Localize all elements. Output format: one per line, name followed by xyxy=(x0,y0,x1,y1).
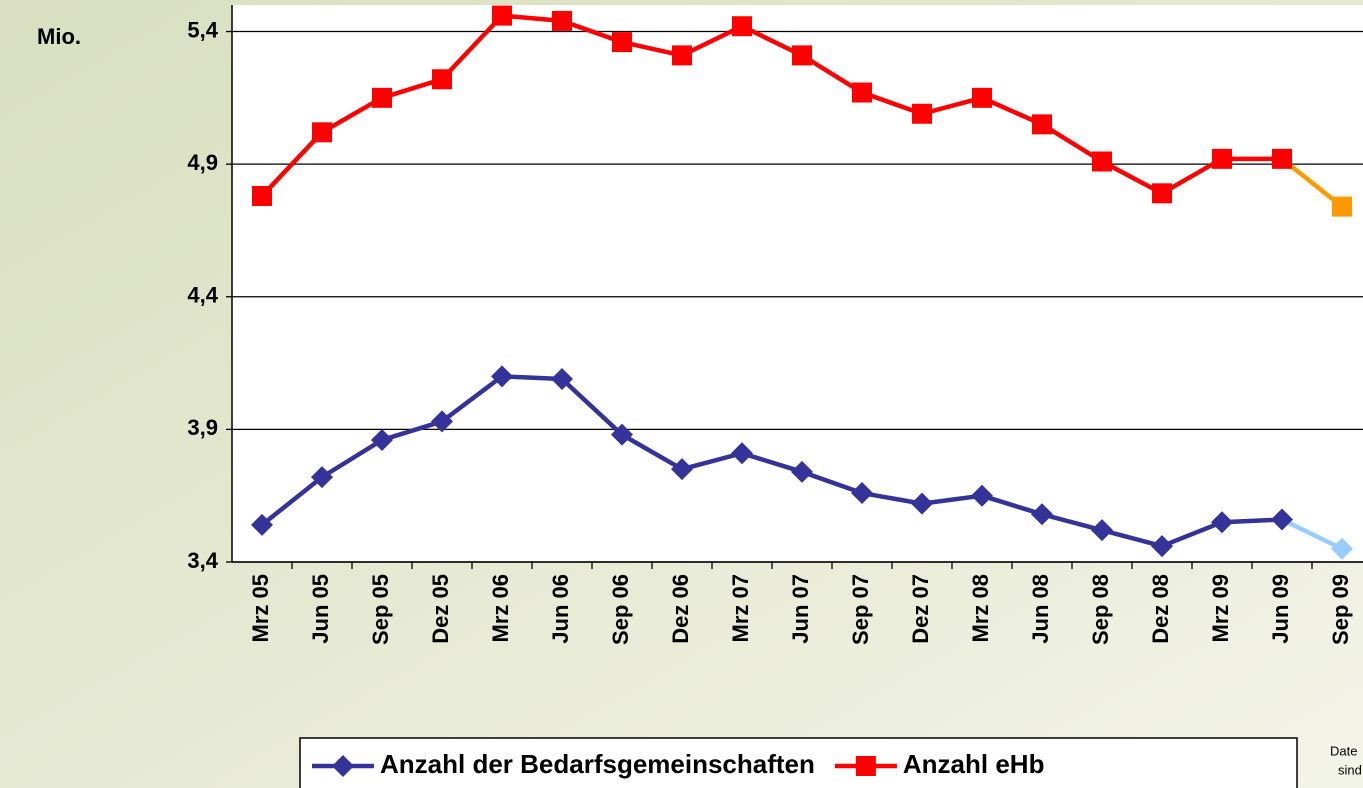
series-line xyxy=(260,374,1283,549)
marker xyxy=(1031,503,1053,526)
legend-marker xyxy=(855,756,876,776)
marker xyxy=(911,492,933,515)
x-tick-label: Dez 05 xyxy=(428,574,453,644)
marker xyxy=(732,16,752,37)
projection-line xyxy=(1281,517,1343,551)
marker xyxy=(492,5,512,26)
marker xyxy=(311,466,333,489)
x-tick-label: Jun 08 xyxy=(1028,574,1053,644)
marker xyxy=(251,513,273,536)
x-tick-label: Mrz 05 xyxy=(248,574,273,642)
x-tick-label: Jun 06 xyxy=(548,574,573,644)
marker xyxy=(1151,535,1173,558)
x-tick-label: Dez 07 xyxy=(908,574,933,644)
marker xyxy=(672,45,692,66)
marker xyxy=(852,82,872,103)
marker xyxy=(372,87,392,108)
y-tick-label: 4,9 xyxy=(187,150,218,175)
marker xyxy=(791,460,813,483)
plot-area xyxy=(232,5,1363,562)
marker xyxy=(312,122,332,143)
x-tick-label: Mrz 08 xyxy=(968,574,993,642)
x-tick-label: Mrz 07 xyxy=(728,574,753,642)
y-tick-label: 4,4 xyxy=(187,283,218,308)
marker xyxy=(1331,537,1353,560)
x-tick-label: Jun 09 xyxy=(1268,574,1293,644)
x-tick-label: Mrz 09 xyxy=(1208,574,1233,642)
x-tick-label: Sep 05 xyxy=(368,574,393,645)
marker xyxy=(491,365,513,388)
marker xyxy=(1272,148,1292,169)
x-tick-label: Sep 06 xyxy=(608,574,633,645)
legend xyxy=(299,737,1298,788)
legend-marker xyxy=(332,755,354,777)
marker xyxy=(671,458,693,481)
marker xyxy=(731,442,753,465)
marker xyxy=(972,87,992,108)
marker xyxy=(612,32,632,53)
marker xyxy=(1091,519,1113,542)
note: sind xyxy=(1338,762,1362,777)
marker xyxy=(1332,196,1352,217)
marker xyxy=(1271,508,1293,531)
marker xyxy=(851,482,873,505)
marker xyxy=(432,69,452,90)
marker xyxy=(551,367,573,390)
y-tick-label: 5,4 xyxy=(187,17,218,42)
x-tick-label: Sep 08 xyxy=(1088,574,1113,645)
x-tick-label: Jun 05 xyxy=(308,574,333,644)
marker xyxy=(611,423,633,446)
x-tick-label: Dez 08 xyxy=(1148,574,1173,644)
marker xyxy=(1211,511,1233,534)
y-tick-label: 3,4 xyxy=(187,548,218,573)
x-tick-label: Jun 07 xyxy=(788,574,813,644)
x-tick-label: Dez 06 xyxy=(668,574,693,644)
marker xyxy=(1212,148,1232,169)
marker xyxy=(912,103,932,124)
marker xyxy=(1092,151,1112,172)
legend-label: Anzahl der Bedarfsgemeinschaften xyxy=(380,749,815,779)
marker xyxy=(1152,183,1172,204)
marker xyxy=(1032,114,1052,135)
y-unit-label: Mio. xyxy=(37,24,81,49)
marker xyxy=(792,45,812,66)
note: Date xyxy=(1330,743,1357,758)
marker xyxy=(971,484,993,507)
marker xyxy=(252,185,272,206)
marker xyxy=(431,410,453,433)
x-tick-label: Sep 07 xyxy=(848,574,873,645)
marker xyxy=(371,428,393,451)
x-tick-label: Sep 09 xyxy=(1328,574,1353,645)
y-tick-label: 3,9 xyxy=(187,415,218,440)
marker xyxy=(552,10,572,31)
x-tick-label: Mrz 06 xyxy=(488,574,513,642)
legend-label: Anzahl eHb xyxy=(903,749,1045,779)
